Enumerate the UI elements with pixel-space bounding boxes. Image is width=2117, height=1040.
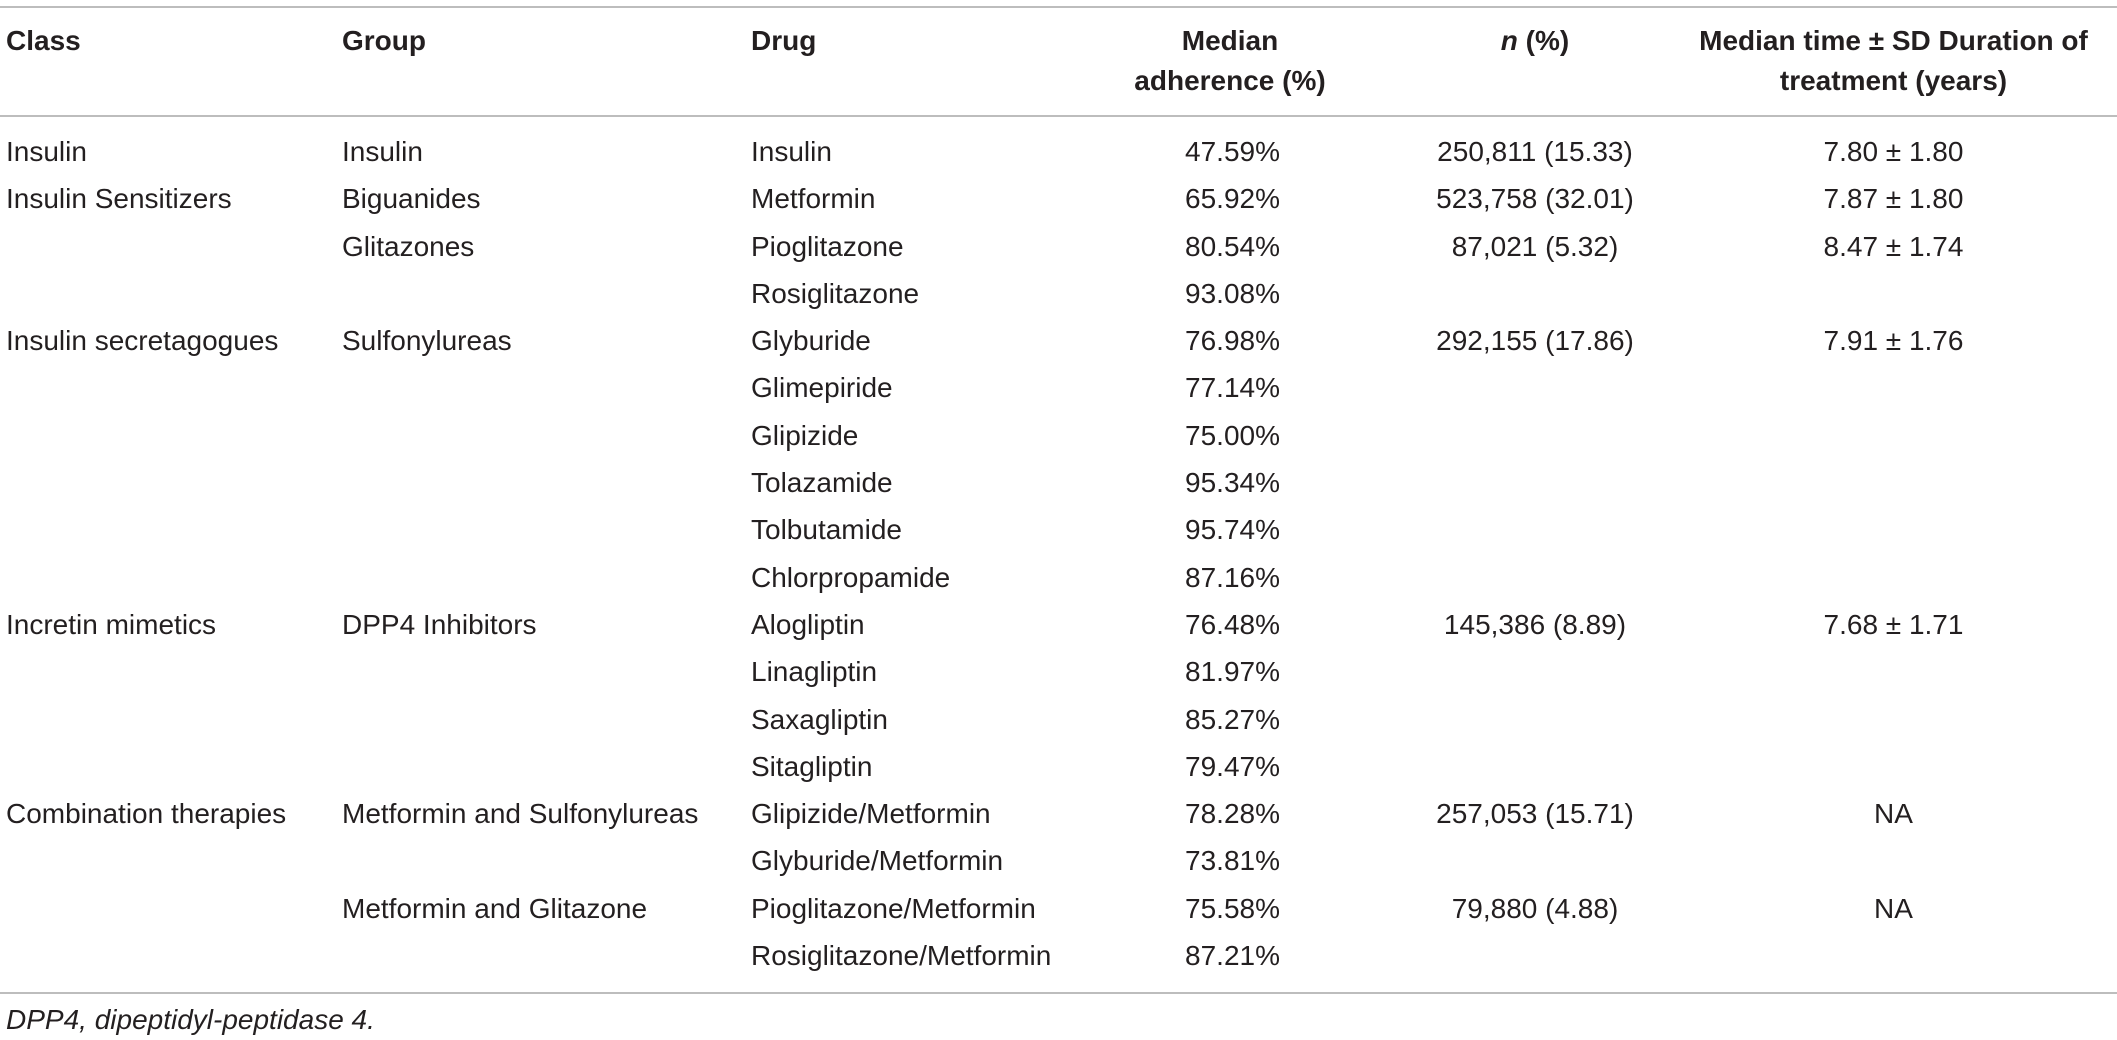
table-row: Sitagliptin 79.47% [0,743,2117,790]
cell-median-adherence: 80.54% [1185,230,1280,262]
cell-drug: Glyburide/Metformin [751,845,1004,877]
cell-group: DPP4 Inhibitors [342,608,537,640]
header-rule [0,115,2117,117]
cell-median-adherence: 75.00% [1185,419,1280,451]
header-n-italic: n [1500,25,1518,56]
cell-median-time: 7.80 ± 1.80 [1823,136,1964,167]
cell-median-time: NA [1874,798,1913,830]
top-rule [0,6,2117,8]
table-row: Glimepiride 77.14% [0,364,2117,411]
cell-drug: Chlorpropamide [751,561,951,593]
cell-median-adherence: 87.21% [1185,940,1280,972]
table-row: Tolbutamide 95.74% [0,506,2117,553]
header-n-rest: (%) [1517,25,1570,56]
cell-n-percent: 250,811 (15.33) [1437,136,1633,167]
cell-median-adherence: 78.28% [1185,798,1280,830]
table-row: Saxagliptin 85.27% [0,696,2117,743]
cell-drug: Pioglitazone [751,230,904,262]
header-n-percent: n (%) [1380,21,1690,61]
table-row: Rosiglitazone 93.08% [0,270,2117,317]
cell-n-percent: 292,155 (17.86) [1436,325,1634,357]
cell-class: Combination therapies [6,798,287,830]
cell-group: Sulfonylureas [342,325,512,357]
cell-drug: Insulin [751,136,832,167]
cell-median-time: 8.47 ± 1.74 [1823,230,1964,262]
cell-drug: Sitagliptin [751,750,873,782]
table-row: Chlorpropamide 87.16% [0,554,2117,601]
cell-median-adherence: 77.14% [1185,372,1280,404]
cell-class: Insulin [6,136,87,167]
cell-class: Insulin secretagogues [6,325,279,357]
header-median-time-line1: Median time ± SD Duration of [1699,25,2088,56]
cell-median-time: NA [1874,892,1913,924]
header-median-time: Median time ± SD Duration of treatment (… [1670,21,2117,101]
table-body: Insulin Insulin Insulin 47.59% 250,811 (15.3… [0,128,2117,979]
table-footnote: DPP4, dipeptidyl-peptidase 4. [6,1004,375,1035]
cell-median-time: 7.87 ± 1.80 [1823,183,1964,215]
table-row: Insulin Sensitizers Biguanides Metformin 65… [0,175,2117,222]
table-row: Combination therapies Metformin and Sulfo… [0,790,2117,837]
header-drug: Drug [751,25,817,56]
cell-median-adherence: 75.58% [1185,892,1280,924]
cell-median-adherence: 95.74% [1185,514,1280,546]
cell-group: Metformin and Sulfonylureas [342,798,699,830]
cell-median-adherence: 81.97% [1185,656,1280,688]
table-row: Rosiglitazone/Metformin 87.21% [0,932,2117,979]
cell-drug: Glyburide [751,325,871,357]
cell-drug: Rosiglitazone/Metformin [751,940,1052,972]
cell-median-adherence: 76.48% [1185,608,1280,640]
cell-drug: Tolbutamide [751,514,902,546]
table-row: Glitazones Pioglitazone 80.54% 87,021 (5.32… [0,223,2117,270]
cell-median-time: 7.91 ± 1.76 [1823,325,1964,357]
header-class: Class [6,25,81,56]
cell-n-percent: 79,880 (4.88) [1451,892,1619,924]
cell-median-adherence: 76.98% [1185,325,1280,357]
cell-n-percent: 87,021 (5.32) [1451,230,1619,262]
cell-group: Metformin and Glitazone [342,892,648,924]
table-row: Insulin Insulin Insulin 47.59% 250,811 (15.3… [0,128,2117,175]
cell-median-adherence: 65.92% [1185,183,1280,215]
header-median-adherence: Median adherence (%) [1100,21,1360,101]
cell-drug: Glimepiride [751,372,893,404]
cell-median-adherence: 79.47% [1185,750,1280,782]
table-row: Incretin mimetics DPP4 Inhibitors Aloglipt… [0,601,2117,648]
cell-drug: Saxagliptin [751,703,888,735]
header-group: Group [342,25,426,56]
cell-median-time: 7.68 ± 1.71 [1823,608,1964,640]
cell-group: Biguanides [342,183,481,215]
table-row: Metformin and Glitazone Pioglitazone/Metf… [0,885,2117,932]
table-row: Tolazamide 95.34% [0,459,2117,506]
header-median-adherence-line2: adherence (%) [1134,65,1326,96]
cell-drug: Glipizide [751,419,859,451]
cell-median-adherence: 73.81% [1185,845,1280,877]
cell-median-adherence: 95.34% [1185,467,1280,499]
cell-drug: Glipizide/Metformin [751,798,991,830]
cell-drug: Metformin [751,183,876,215]
table-row: Glyburide/Metformin 73.81% [0,837,2117,884]
cell-n-percent: 257,053 (15.71) [1436,798,1634,830]
table-row: Linagliptin 81.97% [0,648,2117,695]
table-row: Glipizide 75.00% [0,412,2117,459]
header-median-adherence-line1: Median [1181,25,1279,56]
cell-median-adherence: 47.59% [1185,136,1280,167]
table-row: Insulin secretagogues Sulfonylureas Glybur… [0,317,2117,364]
cell-median-adherence: 87.16% [1185,561,1280,593]
cell-drug: Alogliptin [751,608,865,640]
cell-median-adherence: 85.27% [1185,703,1280,735]
cell-class: Incretin mimetics [6,608,217,640]
cell-class: Insulin Sensitizers [6,183,232,215]
cell-group: Glitazones [342,230,475,262]
cell-drug: Rosiglitazone [751,277,920,309]
cell-drug: Pioglitazone/Metformin [751,892,1036,924]
cell-group: Insulin [342,136,423,167]
cell-drug: Linagliptin [751,656,878,688]
cell-n-percent: 523,758 (32.01) [1436,183,1634,215]
cell-drug: Tolazamide [751,467,893,499]
cell-median-adherence: 93.08% [1185,277,1280,309]
bottom-rule [0,992,2117,994]
cell-n-percent: 145,386 (8.89) [1443,608,1627,640]
header-median-time-line2: treatment (years) [1779,65,2008,96]
